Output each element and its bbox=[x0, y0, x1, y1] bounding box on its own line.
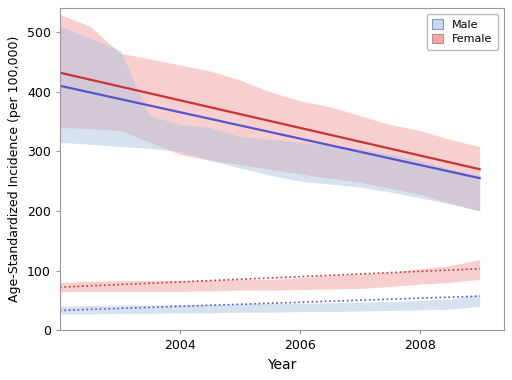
Legend: Male, Female: Male, Female bbox=[426, 14, 498, 50]
X-axis label: Year: Year bbox=[267, 358, 296, 372]
Y-axis label: Age-Standardized Incidence (per 100,000): Age-Standardized Incidence (per 100,000) bbox=[8, 36, 22, 302]
